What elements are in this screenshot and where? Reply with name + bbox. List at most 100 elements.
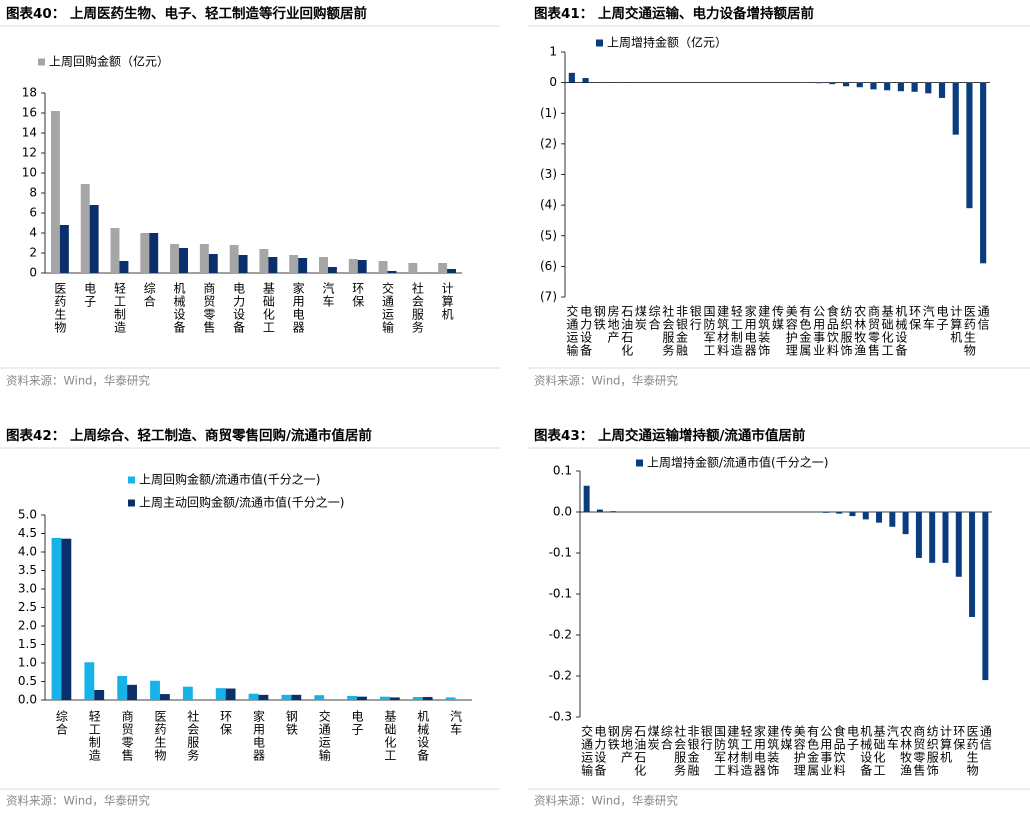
bar [955,512,962,577]
y-tick-label: 0.5 [18,674,37,688]
x-tick-label: 轻工制造 [739,725,753,777]
bar [380,696,390,700]
y-tick-label: 5.0 [18,508,37,522]
y-tick-label: 2.5 [18,600,37,614]
x-tick-label: 电力设备 [579,305,593,357]
x-tick-label: 基础化工 [872,725,886,777]
x-tick-label: 家用电器 [752,724,766,777]
bar [596,509,603,512]
y-tick-label: (6) [540,259,557,273]
x-tick-label: 农林牧渔 [899,725,913,777]
bar [215,688,226,700]
y-tick-label: 0.0 [553,505,572,519]
x-tick-label: 美容护理 [792,725,806,777]
x-tick-label: 基础化工 [383,710,397,762]
x-tick-label: 石油石化 [620,305,634,357]
x-tick-label: 汽车 [885,724,899,751]
x-tick-label: 有色金属 [806,725,820,777]
bar [897,82,904,92]
bar [829,82,836,85]
bar [938,82,946,98]
y-tick-label: 6 [29,206,37,220]
x-tick-label: 计算机 [949,305,963,344]
y-tick-label: (5) [540,228,557,242]
x-tick-label: 综合 [647,305,661,331]
x-tick-label: 环保 [351,282,365,308]
bar [929,512,936,563]
x-tick-label: 机械设备 [416,710,430,762]
x-tick-label: 煤炭 [646,725,660,751]
bar [327,267,337,273]
bar [408,263,418,273]
source: 资料来源：Wind，华泰研究 [534,794,678,808]
chart-title: 图表41： 上周交通运输、电力设备增持额居前 [534,5,814,22]
legend-label: 上周回购金额/流通市值(千分之一) [139,472,320,487]
bar [298,258,308,273]
bar [248,693,259,700]
legend-swatch [128,476,135,484]
x-tick-label: 综合 [659,725,673,751]
x-tick-label: 交通运输 [580,724,594,777]
y-tick-label: -0.2 [549,628,572,642]
bar [842,82,850,87]
bar [445,697,456,700]
x-tick-label: 环保 [219,710,233,736]
bar [149,233,159,273]
x-tick-label: 交通运输 [565,304,579,357]
y-tick-label: (4) [540,198,557,212]
y-tick-label: 3.5 [18,563,37,577]
bar [229,245,239,273]
x-tick-label: 汽车 [449,709,463,736]
bar [915,512,922,558]
y-tick-label: 4.0 [18,545,37,559]
x-tick-label: 机械设备 [172,282,186,334]
bar [836,512,843,514]
bar [94,690,105,700]
source: 资料来源：Wind，华泰研究 [6,374,150,388]
x-tick-label: 交通运输 [317,709,331,762]
bar [258,694,269,700]
x-tick-label: 医药生物 [962,305,976,357]
x-tick-label: 非银金融 [675,305,689,357]
bar [159,694,170,700]
bar [387,271,397,273]
x-tick-label: 机械设备 [859,725,873,777]
x-tick-label: 银行 [699,725,713,751]
x-tick-label: 建筑材料 [726,725,740,777]
x-tick-label: 医药生物 [53,282,67,334]
bar [856,82,863,88]
x-tick-label: 电子 [350,710,364,736]
bar [902,512,909,535]
bar [140,233,150,273]
bar [952,82,959,135]
y-tick-label: 3.0 [18,582,37,596]
y-tick-label: (3) [540,167,557,181]
bar [422,697,433,700]
x-tick-label: 房地产 [620,724,634,764]
bar [438,263,448,273]
bar [378,261,388,273]
x-tick-label: 非银金融 [686,725,700,777]
x-tick-label: 汽车 [921,304,935,331]
bar [357,696,367,700]
x-tick-label: 建筑装饰 [766,725,780,777]
y-tick-label: 1.5 [18,637,37,651]
legend-label: 上周增持金额（亿元） [607,35,727,50]
bar [289,255,299,273]
bar [182,686,193,700]
bar [80,184,90,273]
bar [966,82,973,209]
x-tick-label: 社会服务 [410,281,424,334]
bar [876,512,883,523]
x-tick-label: 美容护理 [784,305,798,357]
bar [314,695,325,700]
y-tick-label: (7) [540,290,557,304]
bar [357,260,367,273]
source: 资料来源：Wind，华泰研究 [6,794,150,808]
bar [179,248,188,273]
bar [281,694,292,700]
bar [582,78,589,83]
y-tick-label: -0.3 [549,710,572,724]
x-tick-label: 钢铁 [592,305,606,331]
bar [982,512,989,681]
